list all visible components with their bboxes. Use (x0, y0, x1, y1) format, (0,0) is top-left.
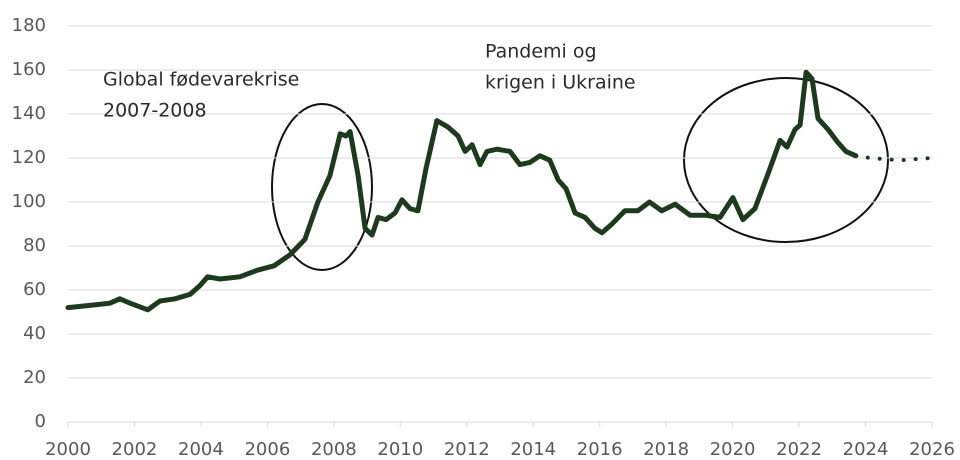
x-tick-label: 2006 (244, 439, 290, 460)
y-tick-label: 60 (23, 279, 46, 300)
annotation: Global fødevarekrise (103, 69, 299, 91)
y-tick-label: 100 (12, 191, 46, 212)
x-tick-label: 2026 (909, 439, 955, 460)
y-tick-label: 40 (23, 323, 46, 344)
y-tick-label: 140 (12, 103, 46, 124)
x-tick-label: 2018 (643, 439, 689, 460)
x-tick-label: 2008 (311, 439, 357, 460)
x-tick-label: 2000 (45, 439, 91, 460)
annotation: Pandemi og (485, 41, 597, 63)
annotation: krigen i Ukraine (485, 72, 636, 94)
x-tick-label: 2004 (178, 439, 224, 460)
x-tick-label: 2014 (510, 439, 556, 460)
x-tick-label: 2024 (843, 439, 889, 460)
x-tick-label: 2012 (444, 439, 490, 460)
annotation: 2007-2008 (103, 100, 207, 122)
y-tick-label: 180 (12, 15, 46, 36)
x-tick-label: 2020 (710, 439, 756, 460)
x-tick-label: 2010 (377, 439, 423, 460)
highlight-ellipse (271, 103, 373, 271)
highlight-ellipse (683, 77, 889, 243)
y-tick-label: 120 (12, 147, 46, 168)
data-line (853, 153, 934, 163)
x-tick-label: 2002 (112, 439, 158, 460)
y-tick-label: 20 (23, 367, 46, 388)
data-line (65, 69, 859, 313)
y-tick-label: 160 (12, 59, 46, 80)
y-tick-label: 0 (35, 411, 46, 432)
y-tick-label: 80 (23, 235, 46, 256)
x-tick-label: 2016 (577, 439, 623, 460)
x-tick-label: 2022 (776, 439, 822, 460)
